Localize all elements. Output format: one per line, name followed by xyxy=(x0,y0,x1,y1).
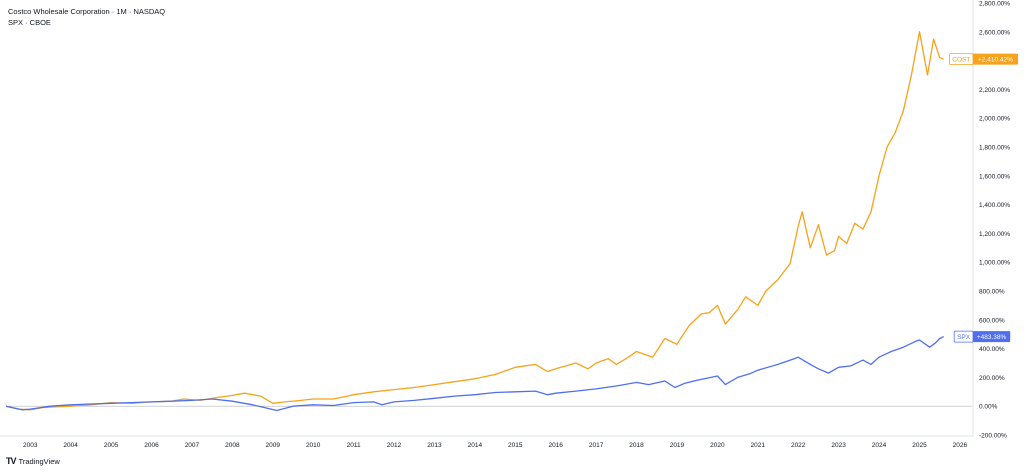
x-tick-label: 2016 xyxy=(548,442,563,449)
legend-main-symbol[interactable]: Costco Wholesale Corporation · 1M · NASD… xyxy=(8,7,166,16)
x-tick-label: 2003 xyxy=(23,442,38,449)
y-tick-label: 2,000.00% xyxy=(979,116,1010,123)
y-tick-label: 1,200.00% xyxy=(979,231,1010,238)
y-tick-label: 1,600.00% xyxy=(979,173,1010,180)
y-tick-label: 0.00% xyxy=(979,404,998,411)
y-tick-label: 400.00% xyxy=(979,346,1005,353)
tradingview-branding[interactable]: TV TradingView xyxy=(6,456,60,466)
y-tick-label: 800.00% xyxy=(979,289,1005,296)
tradingview-logo-icon: TV xyxy=(6,456,16,466)
series-name-label: COST xyxy=(952,57,970,64)
y-tick-label: 1,000.00% xyxy=(979,260,1010,267)
y-tick-label: 1,400.00% xyxy=(979,202,1010,209)
y-tick-label: 600.00% xyxy=(979,317,1005,324)
last-value-label: +483.38% xyxy=(977,334,1007,341)
last-value-badges: COST +2,410.42% SPX +483.38% xyxy=(949,53,1018,343)
y-tick-label: 2,800.00% xyxy=(979,1,1010,8)
x-tick-label: 2011 xyxy=(347,442,361,449)
series-name-label: SPX xyxy=(957,334,971,341)
x-tick-label: 2013 xyxy=(427,442,442,449)
x-tick-label: 2021 xyxy=(751,442,766,449)
chart-legend: Costco Wholesale Corporation · 1M · NASD… xyxy=(8,6,165,28)
x-tick-label: 2018 xyxy=(629,442,644,449)
y-tick-label: 2,200.00% xyxy=(979,87,1010,94)
x-tick-label: 2025 xyxy=(912,442,927,449)
tradingview-name: TradingView xyxy=(18,456,60,466)
y-tick-label: 2,600.00% xyxy=(979,29,1010,36)
y-tick-label: -200.00% xyxy=(979,433,1007,440)
y-tick-label: 1,800.00% xyxy=(979,145,1010,152)
x-tick-label: 2012 xyxy=(387,442,402,449)
last-value-label: +2,410.42% xyxy=(978,57,1013,64)
x-tick-label: 2010 xyxy=(306,442,321,449)
last-value-badge xyxy=(973,53,1018,65)
x-tick-label: 2014 xyxy=(468,442,483,449)
x-tick-label: 2009 xyxy=(266,442,281,449)
x-tick-label: 2020 xyxy=(710,442,725,449)
x-tick-label: 2007 xyxy=(185,442,200,449)
legend-compare-symbol[interactable]: SPX · CBOE xyxy=(8,18,51,27)
x-tick-label: 2008 xyxy=(225,442,240,449)
series-line-spx xyxy=(5,336,944,412)
x-tick-label: 2004 xyxy=(63,442,78,449)
x-tick-label: 2022 xyxy=(791,442,806,449)
plot-layer xyxy=(5,31,972,412)
x-tick-label: 2024 xyxy=(872,442,887,449)
x-tick-label: 2019 xyxy=(670,442,685,449)
y-tick-label: 200.00% xyxy=(979,375,1005,382)
axis-layer: 2,800.00%2,600.00%2,400.00%2,200.00%2,00… xyxy=(0,0,1010,449)
x-tick-label: 2026 xyxy=(953,442,968,449)
series-line-cost xyxy=(5,31,944,411)
last-value-badge xyxy=(973,331,1011,343)
x-tick-label: 2023 xyxy=(831,442,846,449)
x-tick-label: 2005 xyxy=(104,442,119,449)
x-tick-label: 2015 xyxy=(508,442,523,449)
x-tick-label: 2017 xyxy=(589,442,604,449)
x-tick-label: 2006 xyxy=(144,442,159,449)
